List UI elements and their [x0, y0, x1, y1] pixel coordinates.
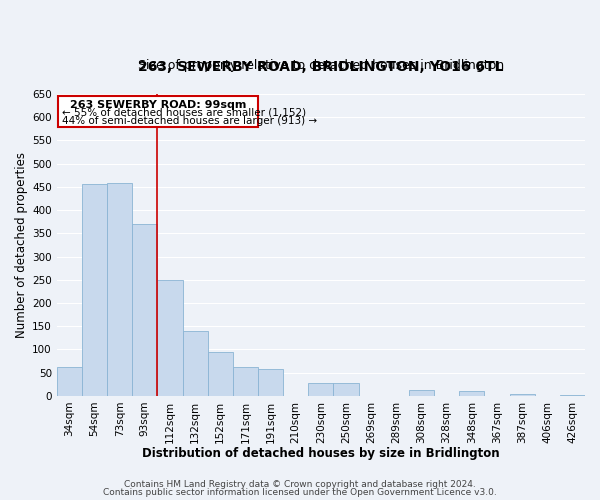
- Bar: [157, 280, 182, 396]
- Bar: [509, 394, 535, 396]
- Bar: [409, 390, 434, 396]
- FancyBboxPatch shape: [58, 96, 258, 128]
- Bar: [334, 383, 359, 396]
- Bar: [208, 352, 233, 396]
- Bar: [233, 367, 258, 396]
- Bar: [57, 367, 82, 396]
- Text: 263, SEWERBY ROAD, BRIDLINGTON, YO16 6TL: 263, SEWERBY ROAD, BRIDLINGTON, YO16 6TL: [138, 60, 503, 74]
- Bar: [107, 183, 132, 396]
- Text: Contains public sector information licensed under the Open Government Licence v3: Contains public sector information licen…: [103, 488, 497, 497]
- Text: ← 55% of detached houses are smaller (1,152): ← 55% of detached houses are smaller (1,…: [62, 108, 306, 118]
- Bar: [258, 369, 283, 396]
- Bar: [182, 331, 208, 396]
- Text: 44% of semi-detached houses are larger (913) →: 44% of semi-detached houses are larger (…: [62, 116, 317, 126]
- Bar: [459, 391, 484, 396]
- Text: Contains HM Land Registry data © Crown copyright and database right 2024.: Contains HM Land Registry data © Crown c…: [124, 480, 476, 489]
- Bar: [560, 395, 585, 396]
- Y-axis label: Number of detached properties: Number of detached properties: [15, 152, 28, 338]
- X-axis label: Distribution of detached houses by size in Bridlington: Distribution of detached houses by size …: [142, 447, 500, 460]
- Bar: [82, 184, 107, 396]
- Text: 263 SEWERBY ROAD: 99sqm: 263 SEWERBY ROAD: 99sqm: [70, 100, 246, 110]
- Title: Size of property relative to detached houses in Bridlington: Size of property relative to detached ho…: [138, 59, 504, 72]
- Bar: [132, 224, 157, 396]
- Bar: [308, 383, 334, 396]
